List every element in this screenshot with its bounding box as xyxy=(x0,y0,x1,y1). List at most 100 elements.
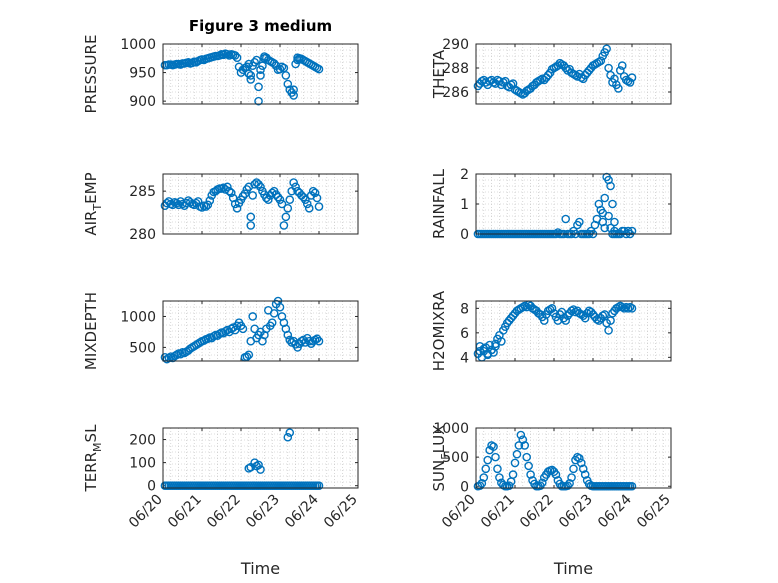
data-point xyxy=(477,479,487,488)
data-point xyxy=(575,453,584,463)
data-point xyxy=(481,464,491,474)
data-point xyxy=(625,78,635,87)
data-point xyxy=(536,310,545,319)
chart-title: Figure 3 medium xyxy=(189,17,332,35)
data-point xyxy=(244,350,254,360)
data-point xyxy=(226,188,236,198)
y-tick-label: 285 xyxy=(129,184,156,200)
y-tick-label: 100 xyxy=(129,456,156,472)
data-point xyxy=(522,302,532,312)
data-point xyxy=(244,59,254,69)
data-point xyxy=(275,302,285,312)
data-point xyxy=(578,464,588,474)
y-tick-label: 6 xyxy=(460,326,469,342)
data-point xyxy=(283,203,293,213)
x-axis-label: Time xyxy=(240,559,280,578)
data-point xyxy=(606,181,615,191)
data-point xyxy=(256,182,265,192)
data-point xyxy=(277,199,287,209)
y-tick-label: 0 xyxy=(460,227,469,243)
data-point xyxy=(172,198,181,208)
data-point xyxy=(627,226,637,236)
data-point xyxy=(252,55,261,65)
data-point xyxy=(561,316,571,325)
data-point xyxy=(479,473,489,482)
data-point xyxy=(493,464,502,474)
data-point xyxy=(516,430,526,440)
data-point xyxy=(203,200,213,210)
data-point xyxy=(569,464,578,474)
data-point xyxy=(285,428,295,437)
data-point xyxy=(304,336,314,346)
data-point xyxy=(561,214,571,224)
data-point xyxy=(283,330,293,340)
data-point xyxy=(596,56,606,66)
data-point xyxy=(263,195,273,205)
data-point xyxy=(563,481,572,490)
data-point xyxy=(627,481,637,491)
y-tick-label: 290 xyxy=(442,37,469,53)
data-point xyxy=(310,188,320,198)
y-tick-label: 1000 xyxy=(120,309,156,325)
y-tick-label: 200 xyxy=(129,433,156,449)
axes-frame xyxy=(162,43,359,105)
data-point xyxy=(580,313,590,323)
y-tick-label: 500 xyxy=(442,450,469,466)
data-point xyxy=(256,71,265,80)
data-point xyxy=(508,470,518,479)
data-point xyxy=(610,226,619,236)
data-point xyxy=(314,202,324,211)
y-tick-label: 288 xyxy=(442,61,469,77)
data-point xyxy=(565,479,574,488)
data-point xyxy=(553,228,563,237)
data-point xyxy=(291,182,300,192)
data-point xyxy=(514,441,524,450)
y-tick-label: 0 xyxy=(147,479,156,495)
data-point xyxy=(301,195,310,205)
data-point xyxy=(232,203,242,213)
data-point xyxy=(302,199,312,209)
subplot-1: 900 950 1000 PRESSURE Figure 3 medium xyxy=(82,17,359,113)
data-point xyxy=(304,203,314,213)
data-point xyxy=(205,196,215,205)
data-point xyxy=(600,223,610,233)
data-point xyxy=(312,193,322,203)
data-point xyxy=(283,79,293,89)
data-point xyxy=(256,65,265,75)
data-point xyxy=(269,309,279,318)
data-point xyxy=(504,481,514,490)
data-point xyxy=(281,71,291,80)
y-axis-label: SUNFLUX xyxy=(430,425,452,492)
data-point xyxy=(269,59,279,68)
data-point xyxy=(483,455,493,465)
data-point xyxy=(561,63,571,73)
data-point xyxy=(279,221,289,230)
data-point xyxy=(314,64,324,74)
x-axis-label: Time xyxy=(553,559,593,578)
y-axis-label: TERRMSL xyxy=(82,424,104,493)
y-tick-label: 286 xyxy=(442,85,469,101)
data-point xyxy=(246,71,256,80)
subplot-5: 500 1000 MIXDEPTH xyxy=(82,292,359,370)
data-point xyxy=(285,195,295,205)
data-point xyxy=(275,64,285,74)
y-tick-label: 4 xyxy=(460,350,469,366)
data-point xyxy=(166,352,176,361)
data-point xyxy=(240,189,250,199)
y-axis-label: AIRTEMP xyxy=(82,172,104,235)
y-axis-label: MIXDEPTH xyxy=(82,292,100,370)
data-point xyxy=(244,69,254,79)
data-point xyxy=(246,221,256,230)
data-point xyxy=(567,473,576,482)
data-point xyxy=(232,53,242,63)
data-point xyxy=(256,465,265,474)
data-point xyxy=(627,73,637,82)
data-point xyxy=(283,432,293,442)
axes-frame xyxy=(162,300,359,362)
data-point xyxy=(230,325,240,335)
y-axis-label: THETA xyxy=(430,49,448,99)
data-point xyxy=(267,188,277,198)
data-point xyxy=(547,304,557,313)
